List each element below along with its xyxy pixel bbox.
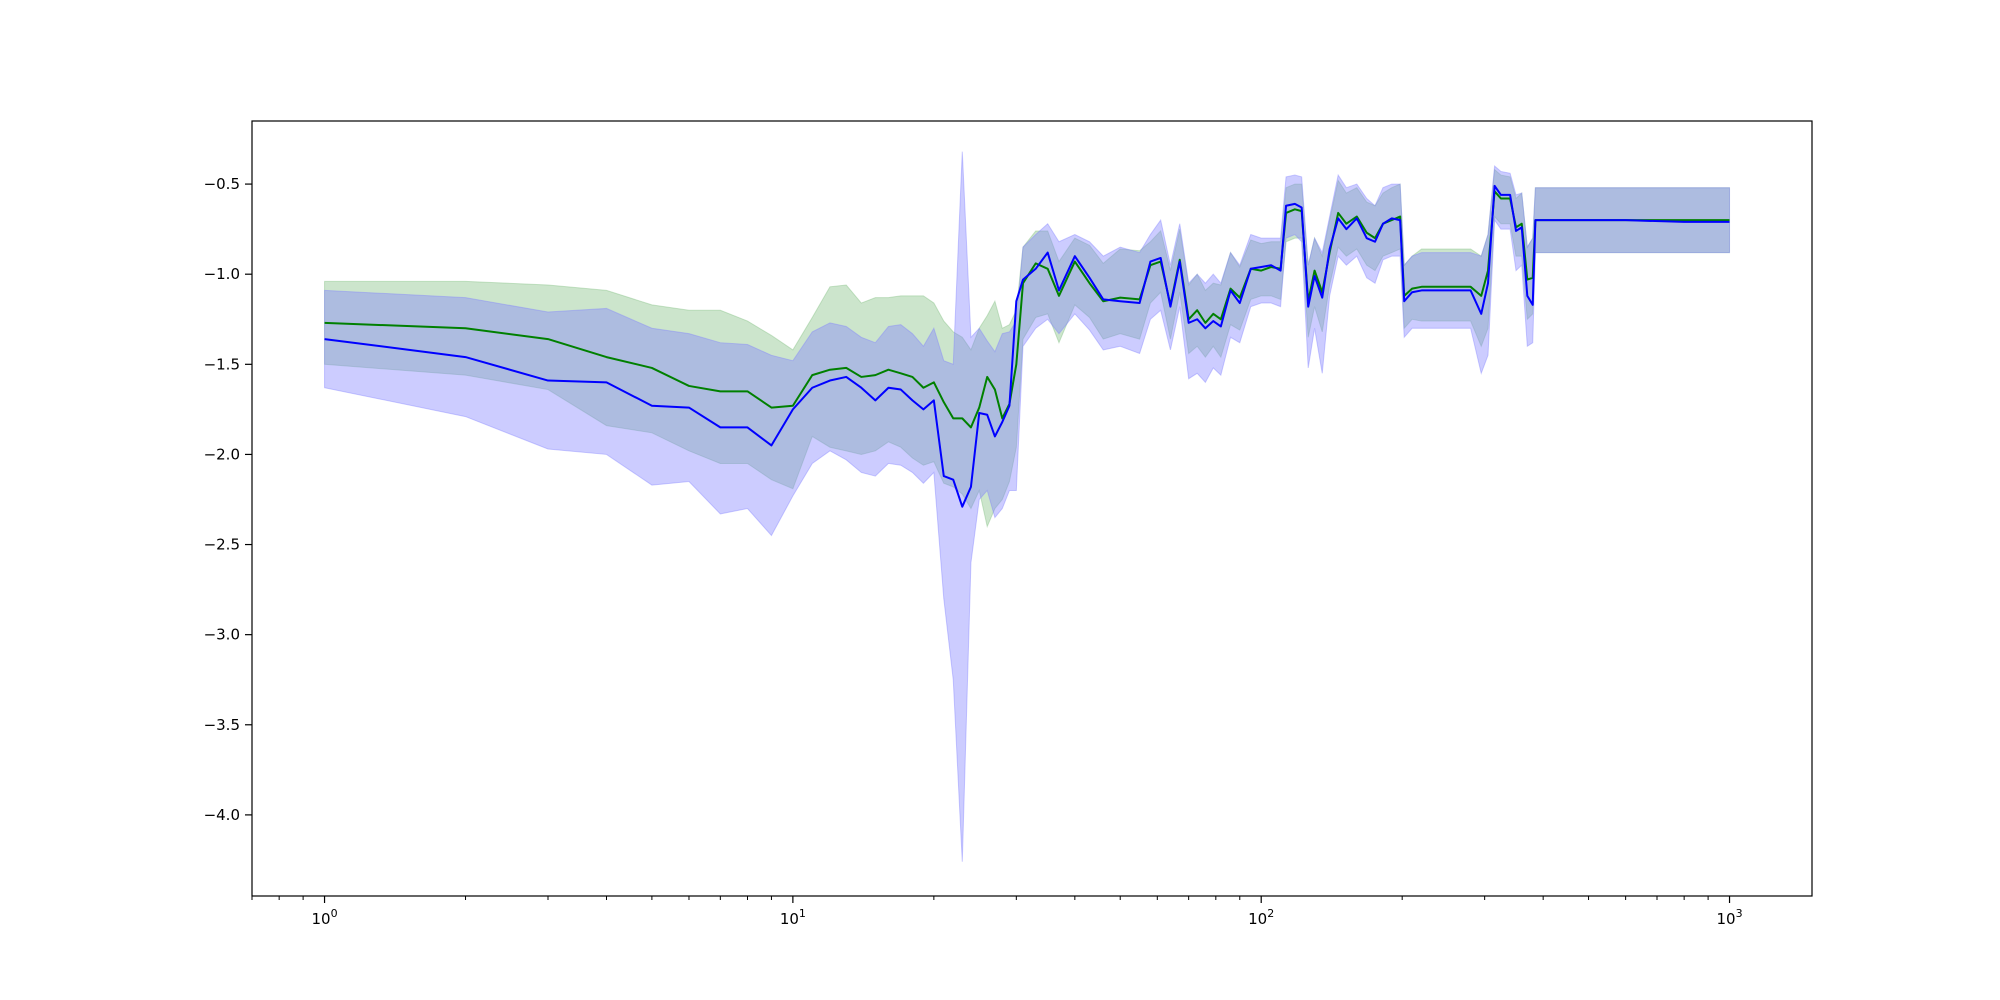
y-tick-label: −1.5 [204,355,240,373]
x-tick-label: 101 [780,907,806,928]
y-tick-label: −1.0 [204,265,240,283]
y-tick-label: −3.5 [204,716,240,734]
line-series-1 [324,190,1730,429]
band-series-2 [324,151,1731,862]
x-axis: 100 101 102 103 [251,896,1743,928]
y-tick-label: −2.0 [204,445,240,463]
y-axis: −0.5 −1.0 −1.5 −2.0 −2.5 −3.0 −3.5 −4.0 [204,175,252,824]
x-tick-label: 103 [1716,907,1742,928]
axes-frame [251,120,1813,897]
y-tick-label: −4.0 [204,806,240,824]
y-tick-label: −3.0 [204,626,240,644]
confidence-bands [324,151,1731,862]
band-series-1 [324,168,1731,529]
y-tick-label: −2.5 [204,536,240,554]
series-lines [324,184,1730,508]
x-tick-label: 100 [311,907,337,928]
x-tick-label: 102 [1248,907,1274,928]
line-series-2 [324,184,1730,508]
y-tick-label: −0.5 [204,175,240,193]
